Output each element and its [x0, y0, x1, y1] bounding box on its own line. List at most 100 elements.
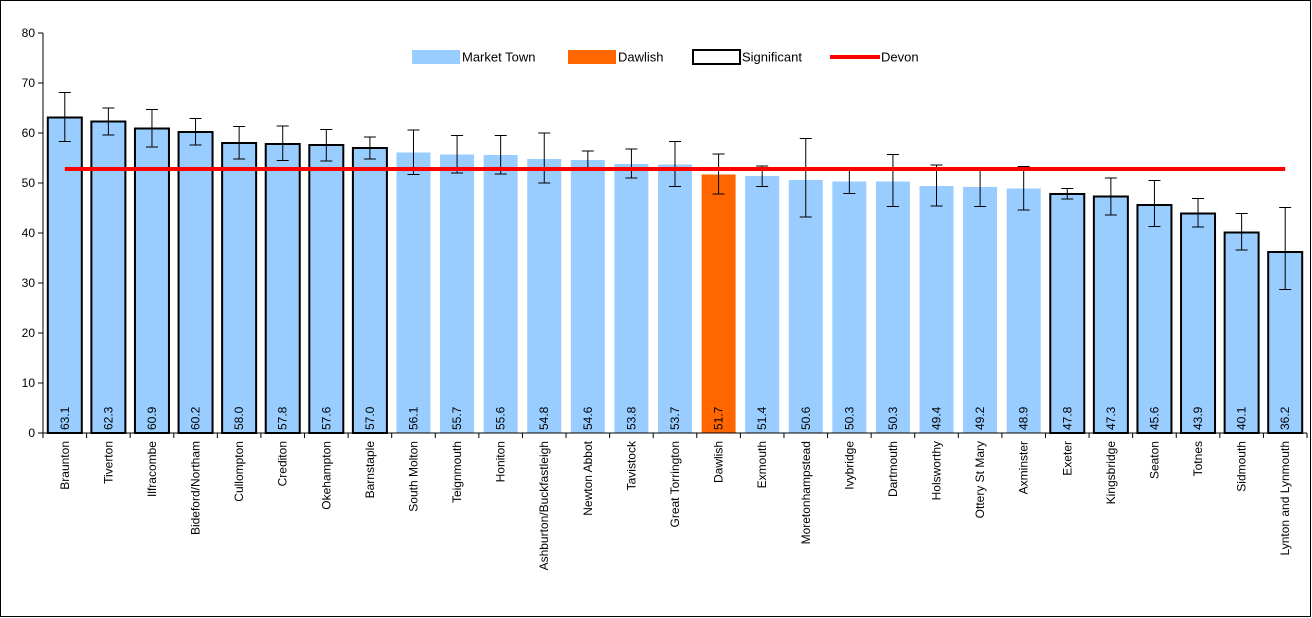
legend-swatch-dawlish: [568, 50, 616, 64]
y-tick-label: 40: [22, 226, 36, 240]
bar: [177, 131, 214, 434]
x-tick-label: Moretonhampstead: [799, 441, 813, 544]
data-label: 54.6: [581, 406, 595, 430]
data-label: 47.3: [1104, 406, 1118, 430]
bar: [90, 120, 127, 434]
data-label: 40.1: [1235, 406, 1249, 430]
bar: [570, 160, 605, 433]
x-tick-label: Totnes: [1191, 441, 1205, 476]
bar: [46, 116, 83, 434]
x-tick-label: Great Torrington: [668, 441, 682, 528]
data-label: 57.0: [363, 406, 377, 430]
data-label: 47.8: [1060, 406, 1074, 430]
bar: [832, 181, 867, 433]
y-tick-label: 20: [22, 326, 36, 340]
bar: [919, 186, 954, 433]
bar: [221, 142, 258, 434]
data-label: 63.1: [58, 406, 72, 430]
bar: [1223, 231, 1260, 434]
bars: [46, 116, 1304, 434]
y-tick-label: 10: [22, 376, 36, 390]
data-label: 60.2: [189, 406, 203, 430]
legend: Market Town Dawlish Significant Devon: [412, 49, 919, 65]
data-label: 60.9: [145, 406, 159, 430]
data-label: 55.6: [494, 406, 508, 430]
bar: [396, 152, 431, 433]
x-tick-label: Ivybridge: [842, 441, 856, 490]
error-bars: [58, 92, 1292, 290]
data-label: 49.4: [930, 406, 944, 430]
legend-label-dawlish: Dawlish: [618, 50, 664, 65]
x-tick-label: Dartmouth: [886, 441, 900, 497]
y-tick-label: 80: [22, 26, 36, 40]
bar: [1006, 188, 1041, 433]
x-tick-label: Newton Abbot: [581, 440, 595, 515]
x-tick-label: Crediton: [276, 441, 290, 486]
bar: [483, 155, 518, 433]
x-tick-label: Tavistock: [624, 440, 638, 490]
x-tick-label: Exmouth: [755, 441, 769, 488]
data-label: 53.8: [624, 406, 638, 430]
data-label: 55.7: [450, 406, 464, 430]
x-tick-label: Ottery St Mary: [973, 441, 987, 518]
bar: [308, 144, 345, 434]
legend-label-market: Market Town: [462, 50, 535, 65]
bar: [658, 164, 692, 433]
data-label: 50.3: [886, 406, 900, 430]
data-label: 45.6: [1147, 406, 1161, 430]
bar: [1180, 212, 1217, 434]
x-tick-label: Lynton and Lynmouth: [1278, 441, 1292, 556]
bar: [614, 164, 649, 433]
x-tick-label: Teignmouth: [450, 441, 464, 503]
x-axis: Braunton Tiverton Ilfracombe Bideford/North…: [42, 432, 1308, 570]
x-tick-label: Honiton: [494, 441, 508, 482]
x-tick-label: Barnstaple: [363, 441, 377, 499]
data-label: 36.2: [1278, 406, 1292, 430]
bar: [701, 174, 736, 433]
bar: [745, 176, 780, 433]
x-tick-label: Axminster: [1017, 441, 1031, 494]
data-label: 54.8: [537, 406, 551, 430]
legend-label-devon: Devon: [881, 50, 919, 65]
x-tick-label: Dawlish: [712, 441, 726, 483]
data-label: 50.3: [842, 406, 856, 430]
bar: [875, 181, 910, 433]
y-tick-label: 0: [28, 426, 35, 440]
y-tick-label: 70: [22, 76, 36, 90]
x-tick-label: Exeter: [1060, 441, 1074, 476]
bar: [440, 154, 475, 433]
data-label: 58.0: [232, 406, 246, 430]
x-tick-label: Kingsbridge: [1104, 441, 1118, 505]
data-label: 49.2: [973, 406, 987, 430]
data-label: 51.4: [755, 406, 769, 430]
x-tick-label: Sidmouth: [1235, 441, 1249, 492]
data-label: 43.9: [1191, 406, 1205, 430]
y-tick-label: 50: [22, 176, 36, 190]
bar: [1049, 193, 1086, 434]
x-tick-label: Okehampton: [319, 441, 333, 510]
bar: [527, 159, 562, 433]
bar: [963, 187, 998, 433]
x-tick-label: Cullompton: [232, 441, 246, 502]
x-tick-label: Seaton: [1147, 441, 1161, 479]
data-label: 51.7: [712, 406, 726, 430]
legend-swatch-market: [412, 50, 460, 64]
x-tick-label: Ilfracombe: [145, 441, 159, 497]
legend-swatch-significant: [692, 49, 741, 65]
bar: [788, 180, 823, 433]
bar: [351, 147, 388, 434]
x-tick-label: Ashburton/Buckfastleigh: [537, 441, 551, 570]
bar: [1136, 204, 1173, 434]
x-tick-label: Bideford/Northam: [189, 441, 203, 535]
y-tick-label: 60: [22, 126, 36, 140]
data-label: 56.1: [406, 406, 420, 430]
x-tick-label: Braunton: [58, 441, 72, 490]
data-label: 53.7: [668, 406, 682, 430]
value-labels: 63.1 62.3 60.9 60.2 58.0 57.8 57.6 57.0 56.1 55.7…: [58, 406, 1292, 430]
bar: [264, 143, 301, 434]
bar: [133, 127, 170, 434]
legend-label-significant: Significant: [742, 50, 802, 65]
data-label: 48.9: [1017, 406, 1031, 430]
x-tick-label: South Molton: [406, 441, 420, 512]
